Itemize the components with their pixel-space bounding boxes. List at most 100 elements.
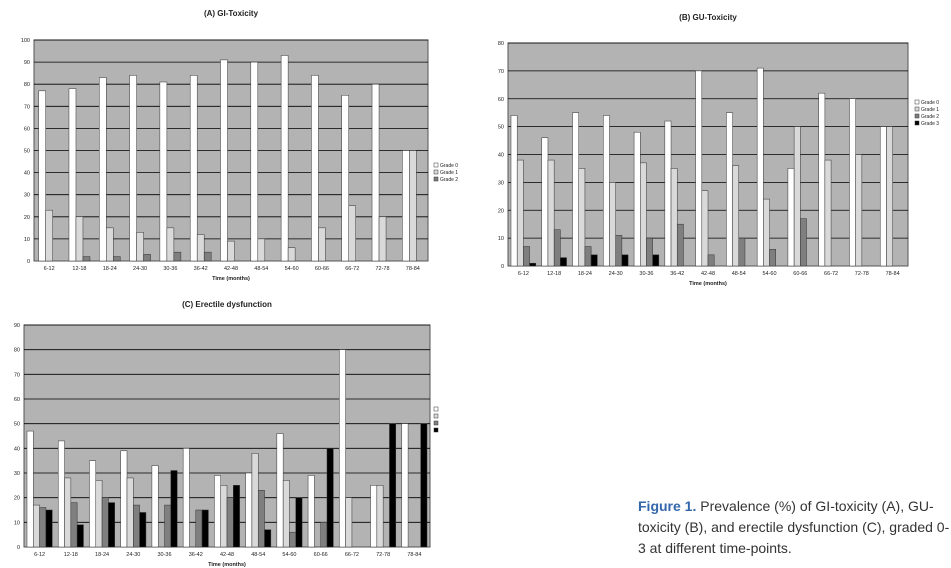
bar-grade-0	[695, 70, 703, 267]
legend-swatch	[914, 99, 920, 105]
figure-caption: Figure 1. Prevalence (%) of GI-toxicity …	[638, 496, 951, 559]
y-tick-label: 20	[498, 208, 504, 214]
x-tick-label: 24-30	[126, 552, 140, 558]
bar-grade-1	[547, 159, 555, 267]
bar-grade-0	[756, 67, 764, 267]
bar-grade-2	[289, 531, 297, 548]
y-tick-label: 30	[14, 471, 20, 477]
x-tick-label: 18-24	[578, 271, 592, 277]
bar-grade-0	[633, 131, 641, 267]
y-tick-label: 60	[24, 126, 30, 132]
bar-grade-1	[251, 453, 259, 548]
x-tick-label: 6-12	[34, 552, 45, 558]
bar-grade-0	[26, 430, 34, 548]
x-axis-label: Time (months)	[689, 281, 727, 287]
bar-grade-0	[214, 475, 221, 548]
x-tick-label: 48-54	[251, 552, 265, 558]
bar-grade-0	[250, 61, 259, 262]
x-tick-label: 42-48	[224, 266, 238, 272]
bar-grade-1	[378, 216, 387, 262]
bar-grade-3	[233, 485, 240, 548]
legend-label: Grade 2	[921, 114, 939, 120]
x-tick-label: 18-24	[103, 266, 117, 272]
x-tick-label: 6-12	[44, 266, 55, 272]
bar-grade-1	[348, 205, 356, 262]
x-tick-label: 54-60	[762, 271, 776, 277]
y-tick-label: 40	[498, 153, 504, 159]
bar-grade-3	[529, 262, 537, 267]
x-tick-label: 42-48	[701, 271, 715, 277]
bar-grade-0	[402, 150, 410, 262]
bar-grade-0	[245, 472, 253, 548]
bar-grade-3	[139, 512, 147, 548]
legend-label: Grade 0	[921, 100, 939, 106]
bar-grade-0	[879, 126, 887, 267]
bar-grade-2	[320, 522, 328, 548]
bar-grade-0	[276, 433, 284, 548]
x-tick-label: 60-66	[793, 271, 807, 277]
legend-swatch	[433, 169, 439, 175]
y-tick-label: 80	[498, 41, 504, 47]
chart-a-svg: (A) GI-Toxicity 0 10 20 30 40 50 60 70 80 90 100 6-1…	[21, 9, 458, 282]
x-tick-label: 36-42	[194, 266, 208, 272]
bar-grade-0	[89, 460, 97, 548]
bar-grade-1	[287, 247, 296, 262]
bar-grade-2	[101, 497, 109, 548]
legend-label: Grade 3	[921, 121, 939, 127]
y-tick-label: 30	[498, 180, 504, 186]
bar-grade-0	[341, 95, 349, 262]
bar-grade-1	[45, 209, 53, 262]
y-tick-label: 0	[501, 264, 504, 270]
bar-grade-2	[226, 497, 234, 548]
bar-grade-0	[541, 137, 549, 267]
bar-grade-1	[732, 165, 740, 267]
bar-grade-1	[196, 234, 205, 262]
bar-grade-3	[326, 448, 334, 548]
bar-grade-2	[203, 251, 212, 262]
bar-grade-1	[409, 150, 417, 262]
y-tick-label: 10	[24, 237, 30, 243]
bar-grade-0	[311, 75, 319, 262]
bar-grade-2	[113, 256, 121, 262]
bar-grade-1	[886, 126, 893, 267]
bar-grade-3	[108, 502, 115, 548]
y-tick-label: 80	[24, 82, 30, 88]
y-tick-label: 90	[24, 60, 30, 66]
y-tick-label: 50	[498, 125, 504, 131]
x-tick-label: 6-12	[518, 271, 529, 277]
bar-grade-0	[371, 83, 380, 262]
legend-swatch	[914, 120, 920, 126]
bar-grade-3	[201, 509, 209, 548]
bar-grade-3	[420, 423, 428, 548]
bar-grade-1	[257, 238, 266, 262]
y-tick-label: 0	[27, 259, 30, 265]
y-tick-label: 70	[498, 69, 504, 75]
x-tick-label: 72-78	[855, 271, 869, 277]
bar-grade-0	[664, 120, 672, 267]
bar-grade-1	[640, 162, 647, 267]
bar-grade-1	[516, 159, 524, 267]
bar-grade-0	[99, 77, 107, 262]
x-tick-label: 78-84	[407, 552, 421, 558]
bar-grade-3	[76, 524, 84, 548]
bar-grade-1	[578, 168, 586, 267]
bar-grade-0	[120, 450, 128, 548]
bar-grade-2	[133, 504, 140, 548]
y-tick-label: 60	[498, 97, 504, 103]
y-tick-label: 50	[24, 149, 30, 155]
y-tick-label: 20	[14, 496, 20, 502]
y-tick-label: 10	[14, 520, 20, 526]
bar-grade-2	[553, 229, 561, 267]
chart-panel-a: (A) GI-Toxicity 0 10 20 30 40 50 60 70 80 90 100 6-1…	[0, 0, 465, 292]
bar-grade-3	[560, 257, 567, 267]
bar-grade-0	[787, 168, 795, 267]
chart-panel-c: (C) Erectile dysfunction 0 10 20 30 40 50 60 70 8…	[0, 292, 440, 568]
bar-grade-1	[824, 159, 832, 267]
x-tick-label: 12-18	[72, 266, 86, 272]
y-tick-label: 0	[17, 545, 20, 551]
x-tick-label: 12-18	[64, 552, 78, 558]
figure-caption-text: Prevalence (%) of GI-toxicity (A), GU-to…	[638, 498, 950, 556]
bar-grade-0	[220, 59, 228, 262]
bar-grade-2	[82, 256, 91, 262]
legend-label: Grade 1	[921, 107, 939, 113]
